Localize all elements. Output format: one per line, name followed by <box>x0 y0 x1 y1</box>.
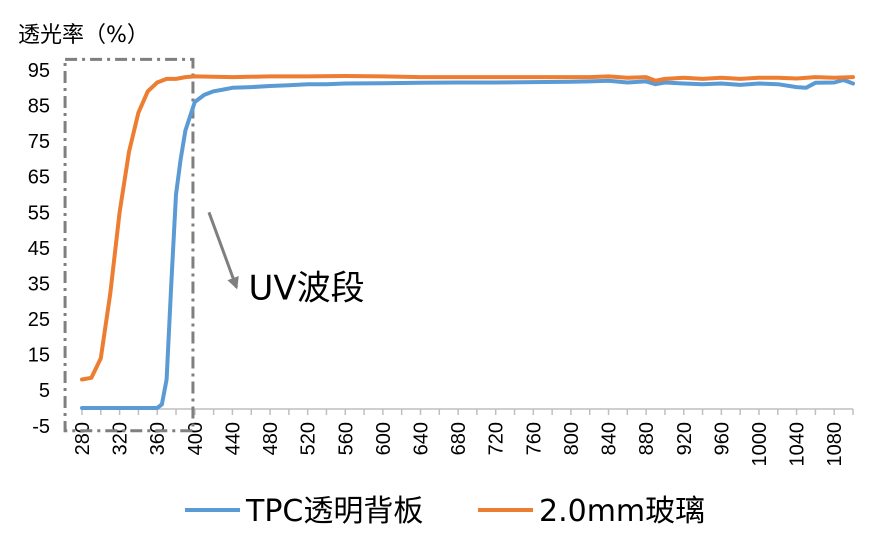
y-tick-label: 25 <box>28 309 50 331</box>
x-tick-label: 1080 <box>824 422 846 467</box>
x-tick-label: 480 <box>260 422 282 455</box>
y-tick-label: 5 <box>39 380 50 402</box>
series-line-tpc <box>80 78 855 410</box>
y-tick-label: 75 <box>28 131 50 153</box>
y-tick-labels: -5 5 15 25 35 45 55 65 75 85 95 <box>28 60 50 438</box>
x-tick-label: 640 <box>410 422 432 455</box>
legend-label-tpc: TPC透明背板 <box>245 494 423 529</box>
x-tick-label: 360 <box>147 422 169 455</box>
x-tick-label: 720 <box>486 422 508 455</box>
x-tick-label: 680 <box>448 422 470 455</box>
uv-annotation-arrow <box>207 211 239 290</box>
legend: TPC透明背板 2.0mm玻璃 <box>185 494 705 529</box>
x-tick-label: 840 <box>599 422 621 455</box>
x-tick-label: 960 <box>711 422 733 455</box>
legend-label-glass: 2.0mm玻璃 <box>539 494 705 529</box>
x-tick-label: 560 <box>335 422 357 455</box>
series-line-glass <box>80 74 855 382</box>
x-tick-label: 400 <box>185 422 207 455</box>
x-tick-label: 440 <box>222 422 244 455</box>
series-lines <box>80 74 855 410</box>
x-tick-label: 800 <box>561 422 583 455</box>
y-tick-label: 95 <box>28 60 50 82</box>
x-tick-label: 600 <box>373 422 395 455</box>
y-axis-title: 透光率（%） <box>18 23 149 48</box>
y-tick-label: 65 <box>28 167 50 189</box>
y-tick-label: -5 <box>32 416 50 438</box>
x-tick-label: 880 <box>636 422 658 455</box>
x-tick-label: 1040 <box>787 422 809 467</box>
x-tick-label: 320 <box>110 422 132 455</box>
uv-annotation-label: UV波段 <box>249 268 365 308</box>
x-tick-marks <box>81 409 854 415</box>
y-tick-label: 55 <box>28 202 50 224</box>
y-tick-label: 35 <box>28 273 50 295</box>
x-tick-label: 920 <box>674 422 696 455</box>
x-tick-label: 520 <box>298 422 320 455</box>
y-tick-label: 15 <box>28 345 50 367</box>
x-tick-label: 1000 <box>749 422 771 467</box>
y-tick-label: 45 <box>28 238 50 260</box>
x-tick-label: 760 <box>523 422 545 455</box>
x-tick-label: 280 <box>72 422 94 455</box>
x-tick-labels: 280 320 360 400 440 480 520 560 600 640 680 720 760 8… <box>72 422 846 467</box>
y-tick-label: 85 <box>28 96 50 118</box>
